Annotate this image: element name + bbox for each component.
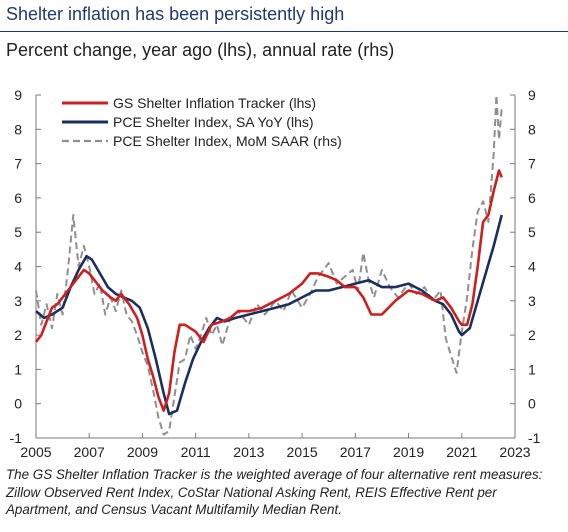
- chart-footnote: The GS Shelter Inflation Tracker is the …: [6, 467, 543, 517]
- right-y-tick-label: 8: [528, 121, 536, 137]
- left-y-tick-label: 8: [14, 121, 22, 137]
- title-divider: [0, 31, 568, 32]
- x-tick-label: 2011: [181, 444, 211, 460]
- chart-legend: GS Shelter Inflation Tracker (lhs) PCE Sh…: [62, 95, 342, 149]
- x-tick-label: 2007: [74, 444, 105, 460]
- x-tick-label: 2005: [20, 444, 51, 460]
- left-y-tick-label: 3: [14, 293, 22, 309]
- right-y-tick-label: 4: [528, 259, 536, 275]
- left-y-tick-label: 2: [14, 327, 22, 343]
- x-tick-label: 2021: [446, 444, 477, 460]
- legend-gs-shelter-tracker-label: GS Shelter Inflation Tracker (lhs): [113, 95, 316, 111]
- pce-shelter-mom-line: [35, 94, 503, 436]
- right-y-tick-label: 0: [528, 396, 536, 412]
- left-y-tick-label: 6: [14, 190, 22, 206]
- right-y-tick-label: 7: [528, 156, 536, 172]
- right-y-tick-label: 6: [528, 190, 536, 206]
- left-y-tick-label: -1: [10, 430, 23, 446]
- right-y-tick-label: 3: [528, 293, 536, 309]
- right-y-tick-label: 9: [528, 87, 536, 103]
- chart-subtitle: Percent change, year ago (lhs), annual r…: [6, 40, 395, 60]
- right-y-tick-label: 1: [528, 361, 536, 377]
- right-y-tick-label: 2: [528, 327, 536, 343]
- chart-series: [34, 94, 503, 436]
- chart-title: Shelter inflation has been persistently …: [6, 4, 345, 24]
- left-y-tick-label: 7: [14, 156, 22, 172]
- left-y-tick-label: 4: [14, 259, 22, 275]
- left-y-tick-label: 0: [14, 396, 22, 412]
- right-y-tick-label: -1: [528, 430, 541, 446]
- pce-shelter-yoy-line: [35, 214, 503, 416]
- right-y-tick-label: 5: [528, 224, 536, 240]
- legend-pce-shelter-yoy-label: PCE Shelter Index, SA YoY (lhs): [113, 114, 314, 130]
- chart-axes: -1 0 1 2 3 4 5 6 7 8 9 -1 0 1 2 3 4 5 6 7 8 9 2005 2007 2009 2011…: [10, 87, 541, 460]
- x-tick-label: 2015: [287, 444, 318, 460]
- left-y-tick-label: 9: [14, 87, 22, 103]
- x-tick-label: 2013: [233, 444, 264, 460]
- gs-shelter-tracker-line: [34, 169, 503, 412]
- left-y-tick-label: 1: [14, 361, 22, 377]
- left-y-tick-label: 5: [14, 224, 22, 240]
- x-tick-label: 2023: [499, 444, 530, 460]
- x-tick-label: 2009: [127, 444, 158, 460]
- legend-pce-shelter-mom-label: PCE Shelter Index, MoM SAAR (rhs): [113, 133, 342, 149]
- x-tick-label: 2017: [340, 444, 371, 460]
- x-tick-label: 2019: [393, 444, 424, 460]
